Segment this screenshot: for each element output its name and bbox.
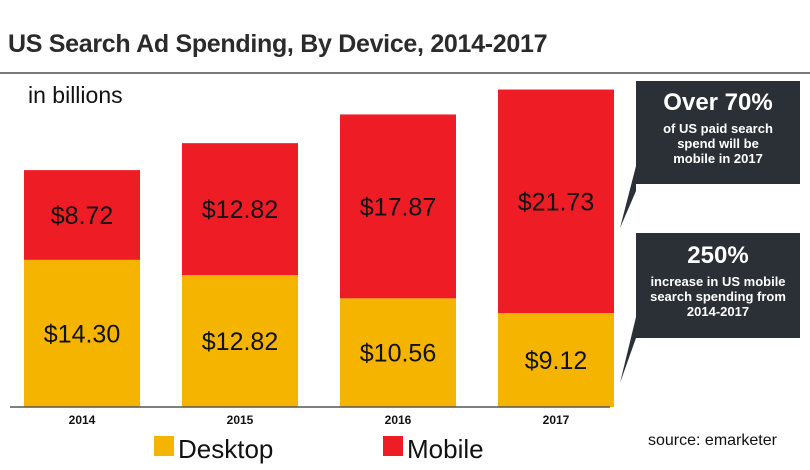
x-tick-label-2015: 2015 (227, 413, 254, 427)
legend-swatch-mobile (383, 436, 403, 456)
bar-desktop-2015 (182, 275, 298, 407)
callout-mobile-share-line: mobile in 2017 (673, 151, 763, 166)
data-label-desktop-2017: $9.12 (525, 347, 588, 375)
data-label-mobile-2017: $21.73 (518, 188, 594, 216)
x-tick-label-2017: 2017 (543, 413, 570, 427)
callout-mobile-growth-headline: 250% (687, 242, 749, 269)
legend-label-desktop: Desktop (178, 434, 273, 464)
units-label: in billions (28, 82, 123, 108)
callout-mobile-growth-line: increase in US mobile (650, 274, 786, 289)
x-tick-label-2016: 2016 (385, 413, 412, 427)
callout-mobile-growth: 250% increase in US mobile search spendi… (620, 233, 800, 383)
chart-title: US Search Ad Spending, By Device, 2014-2… (8, 30, 548, 58)
callout-mobile-growth-line: 2014-2017 (686, 304, 750, 319)
callout-mobile-share-line: spend will be (677, 136, 759, 151)
legend-label-mobile: Mobile (407, 434, 484, 464)
legend-swatch-desktop (154, 436, 174, 456)
callout-mobile-share-line: of US paid search (663, 121, 773, 136)
callout-mobile-share-headline: Over 70% (663, 89, 773, 116)
data-label-desktop-2014: $14.30 (44, 320, 120, 348)
data-label-mobile-2015: $12.82 (202, 196, 278, 224)
x-tick-labels: 2014 2015 2016 2017 (69, 413, 570, 427)
callout-mobile-growth-pointer (620, 317, 636, 383)
bar-mobile-2016 (340, 114, 456, 299)
x-tick-label-2014: 2014 (69, 413, 96, 427)
bars-group: $14.30 $8.72 $12.82 $12.82 $10.56 $17.87 $9.12… (24, 89, 614, 407)
title-divider (0, 72, 810, 74)
data-label-mobile-2016: $17.87 (360, 193, 436, 221)
bar-mobile-2015 (182, 143, 298, 276)
bar-desktop-2017 (498, 313, 614, 407)
callout-mobile-share-pointer (620, 166, 636, 228)
data-label-desktop-2015: $12.82 (202, 328, 278, 356)
data-label-mobile-2014: $8.72 (51, 202, 114, 230)
bar-desktop-2014 (24, 259, 140, 407)
callout-mobile-share-body: Over 70% of US paid search spend will be… (636, 81, 800, 184)
data-label-desktop-2016: $10.56 (360, 340, 436, 368)
source-note: source: emarketer (648, 432, 777, 449)
legend: Desktop Mobile (154, 434, 484, 464)
callout-mobile-share: Over 70% of US paid search spend will be… (620, 81, 800, 228)
stacked-bar-chart: $14.30 $8.72 $12.82 $12.82 $10.56 $17.87 $9.12… (10, 89, 614, 464)
callout-mobile-growth-line: search spending from (650, 289, 786, 304)
bar-mobile-2017 (498, 89, 614, 314)
bar-mobile-2014 (24, 170, 140, 260)
bar-desktop-2016 (340, 298, 456, 407)
callout-mobile-growth-body: 250% increase in US mobile search spendi… (636, 233, 800, 338)
